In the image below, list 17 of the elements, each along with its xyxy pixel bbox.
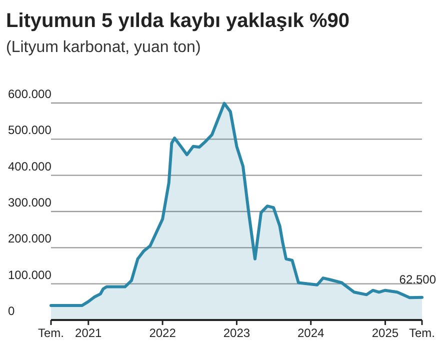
y-tick-label: 200.000 — [8, 232, 52, 246]
y-tick-label: 0 — [8, 304, 15, 318]
x-tick-label: Tem. — [408, 326, 436, 340]
y-tick-label: 100.000 — [8, 268, 52, 282]
y-tick-label: 400.000 — [8, 159, 52, 174]
x-tick-label: Tem. — [38, 326, 64, 340]
y-tick-label: 300.000 — [8, 196, 52, 210]
x-tick-label: 2023 — [223, 326, 250, 340]
chart-subtitle: (Lityum karbonat, yuan ton) — [6, 39, 201, 56]
chart-title: Lityumun 5 yılda kaybı yaklaşık %90 — [6, 10, 350, 32]
x-tick-label: 2025 — [372, 326, 399, 340]
y-tick-label: 500.000 — [8, 123, 52, 138]
y-tick-label: 600.000 — [8, 87, 52, 101]
x-tick-label: 2021 — [75, 326, 102, 340]
x-tick-label: 2022 — [149, 326, 176, 340]
annotation: 62.500 — [399, 272, 436, 286]
x-tick-label: 2024 — [298, 326, 325, 340]
